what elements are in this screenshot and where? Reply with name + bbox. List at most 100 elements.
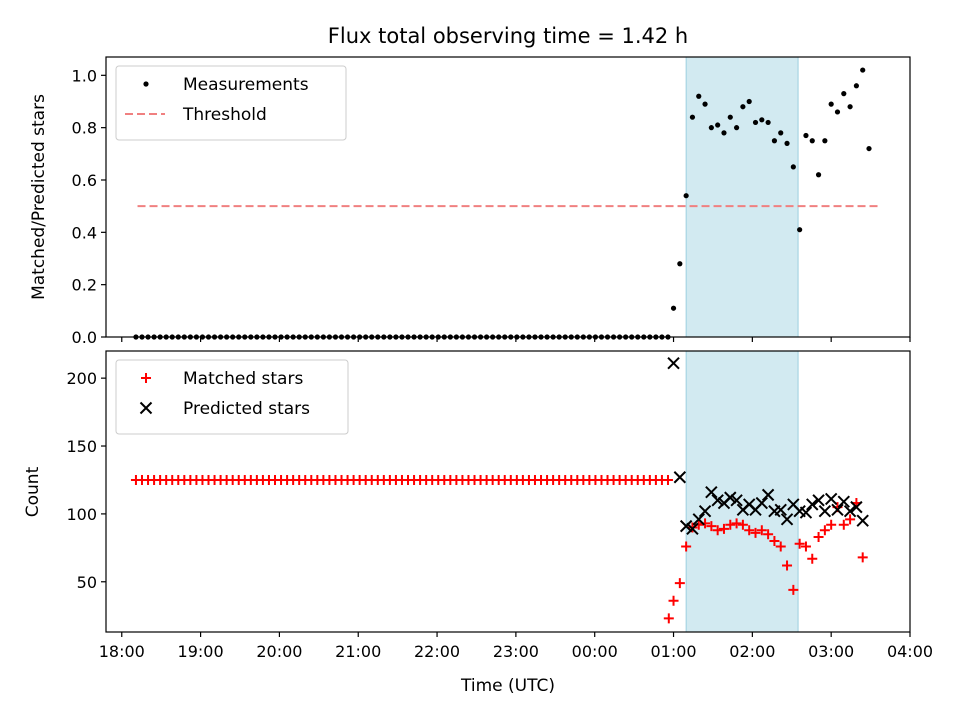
data-point: [759, 117, 765, 123]
data-point: [686, 522, 699, 536]
data-point: [725, 519, 736, 530]
data-point: [752, 119, 759, 126]
data-point: [681, 541, 692, 552]
data-point: [807, 553, 818, 564]
data-point: [715, 122, 721, 128]
legend-box: [115, 359, 349, 435]
data-point: [857, 552, 868, 563]
data-point: [740, 104, 746, 110]
data-point: [813, 531, 824, 542]
data-point: [850, 500, 863, 514]
y-tick-label: 0.2: [72, 276, 97, 295]
data-point: [856, 514, 869, 527]
data-point: [712, 525, 723, 536]
data-point: [683, 193, 689, 199]
data-point: [818, 504, 832, 518]
data-point: [775, 541, 786, 552]
data-point: [679, 519, 693, 533]
data-point: [673, 471, 687, 484]
data-point: [824, 492, 838, 506]
data-point: [750, 527, 761, 538]
x-tick-label: 04:00: [887, 642, 933, 661]
series-matched: [130, 474, 868, 624]
y-axis-label-ratio: Matched/Predicted stars: [29, 94, 49, 300]
data-point: [763, 529, 774, 540]
data-point: [841, 91, 847, 97]
data-point: [692, 513, 705, 526]
data-point: [755, 496, 769, 510]
x-tick-label: 03:00: [808, 642, 854, 661]
data-point: [761, 488, 775, 502]
panel-ratio: 0.0 0.2 0.4 0.6 0.8 1.0 Matched/Predicted sta…: [29, 56, 911, 347]
x-tick-label: 18:00: [99, 642, 145, 661]
data-point: [809, 138, 815, 144]
data-point: [826, 519, 837, 530]
legend-box: [115, 65, 347, 141]
data-point: [838, 519, 849, 530]
data-point: [721, 130, 727, 136]
data-point: [799, 506, 813, 519]
data-point: [784, 140, 790, 146]
y-axis-label-count: Count: [23, 466, 43, 517]
x-tick-label: 22:00: [414, 642, 460, 661]
series-measurements: [133, 67, 872, 340]
legend-label: Threshold: [182, 105, 267, 125]
x-axis-label: Time (UTC): [460, 676, 555, 696]
data-point: [744, 525, 755, 536]
data-point: [780, 513, 794, 526]
data-point: [843, 504, 857, 518]
data-point: [815, 172, 822, 178]
x-tick-label: 19:00: [178, 642, 224, 661]
data-point: [853, 83, 860, 89]
data-point: [860, 67, 866, 73]
data-point: [708, 125, 714, 131]
data-point: [667, 357, 680, 370]
data-point: [800, 541, 811, 552]
data-point: [756, 525, 767, 536]
data-point: [765, 119, 771, 126]
y-tick-label: 50: [77, 573, 97, 592]
data-point: [737, 519, 748, 530]
y-tick-label: 150: [66, 437, 97, 456]
data-point: [670, 305, 677, 311]
data-point: [705, 485, 718, 499]
data-point: [845, 514, 856, 525]
data-point: [822, 138, 828, 144]
data-point: [794, 538, 805, 549]
x-tick-label: 02:00: [729, 642, 775, 661]
data-point: [727, 114, 733, 120]
legend-count: Matched stars Predicted stars: [115, 359, 349, 435]
x-tick-label: 01:00: [650, 642, 696, 661]
data-point: [788, 584, 799, 595]
data-point: [689, 114, 696, 120]
data-point: [831, 503, 844, 517]
data-point: [806, 498, 819, 511]
data-point: [696, 93, 702, 99]
data-point: [746, 98, 752, 105]
data-point: [711, 494, 724, 507]
data-point: [718, 523, 729, 534]
data-point: [790, 164, 796, 170]
data-point: [782, 560, 793, 571]
data-point: [698, 504, 712, 518]
data-point: [677, 261, 683, 267]
data-point: [730, 494, 743, 507]
y-tick-label: 0.4: [72, 223, 97, 242]
data-point: [733, 125, 740, 131]
legend-ratio: Measurements Threshold: [115, 65, 347, 141]
data-point: [834, 109, 841, 115]
data-point: [797, 227, 803, 233]
data-point: [702, 101, 708, 107]
data-point: [771, 138, 778, 144]
legend-swatch: [141, 373, 151, 383]
y-tick-label: 0.0: [72, 328, 97, 347]
data-point: [668, 595, 679, 606]
legend-label: Measurements: [183, 75, 309, 95]
legend-swatch: [139, 401, 153, 415]
data-point: [828, 101, 834, 107]
chart-title: Flux total observing time = 1.42 h: [328, 24, 688, 48]
x-tick-label: 23:00: [493, 642, 539, 661]
data-point: [662, 474, 673, 485]
data-point: [663, 613, 674, 624]
